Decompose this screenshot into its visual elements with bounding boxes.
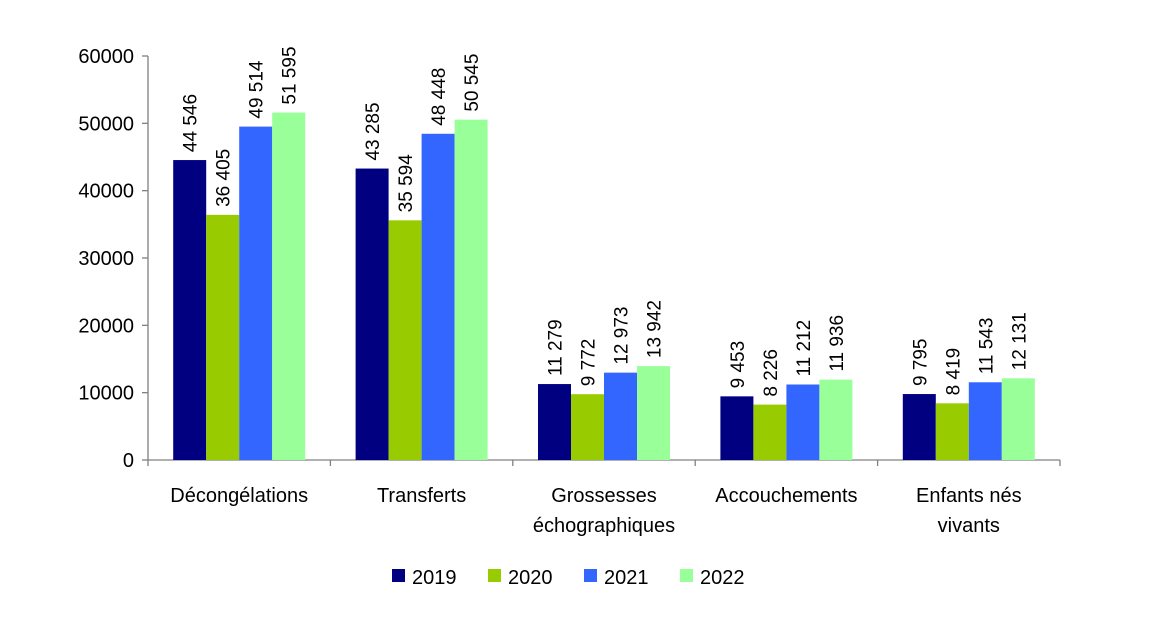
data-label: 35 594 (396, 154, 417, 213)
category-label: Accouchements (715, 485, 857, 507)
bar-2019 (902, 394, 936, 460)
bar-2021 (421, 133, 455, 461)
bar-2022 (1001, 378, 1035, 460)
data-label: 11 279 (546, 319, 567, 376)
data-label: 8 419 (943, 348, 964, 396)
bar-2019 (720, 396, 754, 460)
y-tick-label: 60000 (78, 46, 134, 68)
bar-2022 (272, 112, 306, 461)
bar-2020 (935, 403, 969, 460)
bar-2019 (355, 168, 389, 460)
data-label: 12 973 (612, 307, 633, 365)
bar-2020 (206, 214, 240, 460)
bar-2021 (786, 384, 820, 460)
legend-swatch-2019 (392, 569, 405, 582)
data-label: 9 795 (910, 339, 931, 387)
y-tick-label: 50000 (78, 113, 134, 135)
legend-swatch-2021 (584, 569, 597, 582)
data-label: 11 212 (794, 320, 815, 377)
bar-2021 (968, 382, 1002, 460)
data-label: 48 448 (429, 68, 450, 126)
legend-label: 2019 (412, 567, 457, 589)
data-label: 36 405 (214, 149, 235, 207)
data-label: 12 131 (1009, 312, 1030, 370)
category-label: Enfants nés (916, 485, 1022, 507)
legend-swatch-2022 (680, 569, 693, 582)
y-tick-label: 10000 (78, 383, 134, 405)
y-tick-label: 40000 (78, 181, 134, 203)
bar-2021 (239, 126, 273, 460)
data-label: 9 453 (728, 341, 749, 389)
category-label: Décongélations (170, 485, 308, 507)
data-label: 43 285 (363, 102, 384, 160)
category-label: échographiques (533, 515, 675, 537)
y-tick-label: 20000 (78, 315, 134, 337)
category-label: Transferts (377, 485, 466, 507)
bar-2021 (604, 372, 637, 460)
bar-2020 (571, 394, 604, 460)
category-label: Grossesses (551, 485, 657, 507)
bar-2019 (173, 160, 207, 460)
y-tick-label: 0 (123, 450, 134, 472)
bar-2022 (637, 366, 670, 460)
data-label: 11 936 (827, 315, 848, 372)
bar-2022 (454, 119, 488, 460)
data-label: 13 942 (645, 300, 666, 358)
legend-label: 2021 (604, 567, 649, 589)
data-label: 49 514 (247, 60, 268, 119)
legend-swatch-2020 (488, 569, 501, 582)
category-label: vivants (938, 515, 1000, 537)
data-label: 11 543 (976, 318, 997, 375)
data-label: 8 226 (761, 349, 782, 397)
bar-2022 (819, 379, 853, 460)
legend-label: 2022 (700, 567, 745, 589)
data-label: 50 545 (462, 54, 483, 112)
legend-label: 2020 (508, 567, 553, 589)
data-label: 44 546 (181, 94, 202, 152)
data-label: 51 595 (280, 46, 301, 104)
bar-2020 (753, 404, 787, 460)
bar-2019 (538, 384, 571, 460)
data-label: 9 772 (579, 339, 600, 387)
bar-2020 (388, 220, 422, 460)
y-tick-label: 30000 (78, 248, 134, 270)
